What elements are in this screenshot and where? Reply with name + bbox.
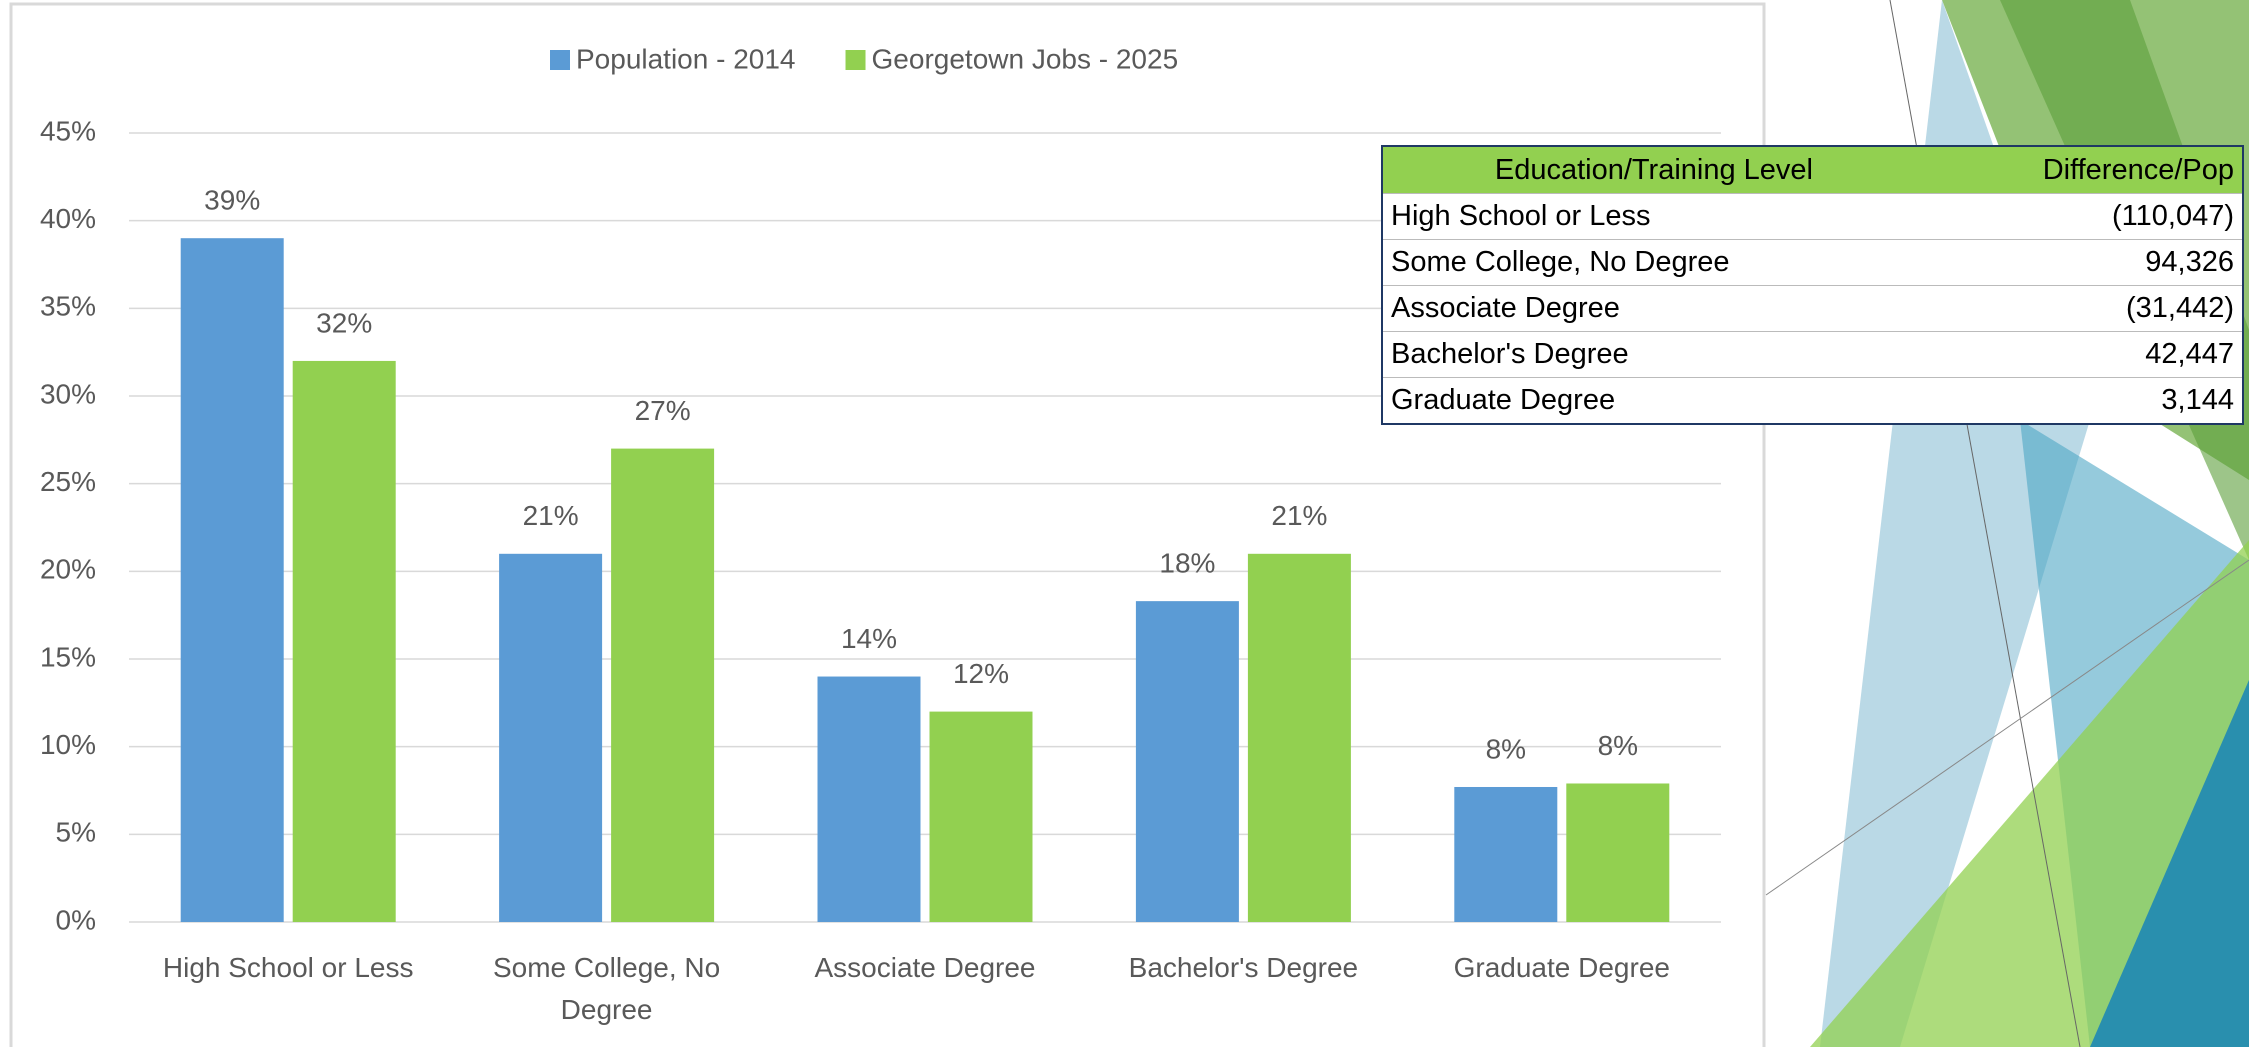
legend-swatch xyxy=(550,50,570,70)
bar xyxy=(1136,601,1239,922)
table-cell: (31,442) xyxy=(1925,286,2243,332)
y-tick-label: 45% xyxy=(40,115,96,146)
bar xyxy=(1248,554,1351,922)
legend-label: Georgetown Jobs - 2025 xyxy=(872,43,1179,74)
table-cell: High School or Less xyxy=(1382,194,1925,240)
page: {"chart_data": {"type": "bar", "categori… xyxy=(0,0,2249,1047)
bar xyxy=(1454,787,1557,922)
y-tick-label: 0% xyxy=(56,904,96,935)
table-row: Associate Degree(31,442) xyxy=(1382,286,2243,332)
table-cell: 42,447 xyxy=(1925,332,2243,378)
table-cell: 3,144 xyxy=(1925,378,2243,425)
x-tick-label: Associate Degree xyxy=(775,947,1075,989)
x-tick-label: Bachelor's Degree xyxy=(1093,947,1393,989)
x-tick-label: High School or Less xyxy=(138,947,438,989)
table-cell: Some College, No Degree xyxy=(1382,240,1925,286)
table-row: High School or Less(110,047) xyxy=(1382,194,2243,240)
y-tick-label: 10% xyxy=(40,729,96,760)
bar xyxy=(1566,783,1669,922)
data-label: 14% xyxy=(841,623,897,654)
data-label: 32% xyxy=(316,307,372,338)
data-label: 12% xyxy=(953,658,1009,689)
data-label: 27% xyxy=(635,395,691,426)
y-tick-label: 30% xyxy=(40,378,96,409)
data-label: 8% xyxy=(1486,733,1526,764)
table-cell: Associate Degree xyxy=(1382,286,1925,332)
y-tick-label: 5% xyxy=(56,817,96,848)
bar xyxy=(181,238,284,922)
bar xyxy=(611,449,714,922)
y-tick-label: 20% xyxy=(40,554,96,585)
x-tick-label: Some College, No Degree xyxy=(457,947,757,1031)
bar xyxy=(818,677,921,922)
bar xyxy=(930,712,1033,922)
data-label: 21% xyxy=(523,500,579,531)
bar xyxy=(499,554,602,922)
data-label: 18% xyxy=(1159,548,1215,579)
legend-label: Population - 2014 xyxy=(576,43,796,74)
data-label: 39% xyxy=(204,185,260,216)
y-tick-label: 15% xyxy=(40,641,96,672)
data-label: 21% xyxy=(1271,500,1327,531)
table-cell: 94,326 xyxy=(1925,240,2243,286)
table-cell: Bachelor's Degree xyxy=(1382,332,1925,378)
table-header: Difference/Pop xyxy=(1925,146,2243,194)
legend-swatch xyxy=(846,50,866,70)
y-tick-label: 40% xyxy=(40,203,96,234)
y-tick-label: 25% xyxy=(40,466,96,497)
table-cell: (110,047) xyxy=(1925,194,2243,240)
x-tick-label: Graduate Degree xyxy=(1412,947,1712,989)
bar xyxy=(293,361,396,922)
table-header: Education/Training Level xyxy=(1382,146,1925,194)
data-label: 8% xyxy=(1598,730,1638,761)
table-cell: Graduate Degree xyxy=(1382,378,1925,425)
y-tick-label: 35% xyxy=(40,291,96,322)
